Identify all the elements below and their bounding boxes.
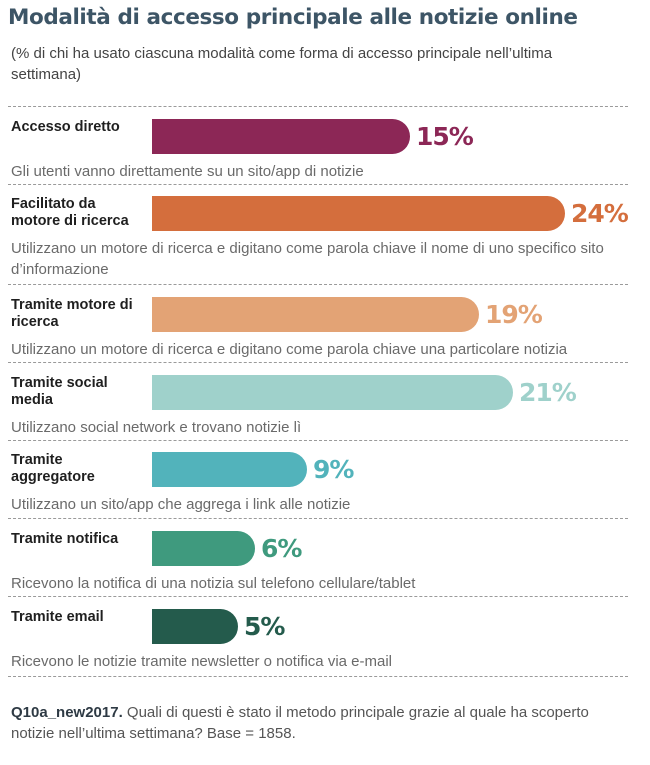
bar bbox=[152, 196, 565, 231]
category-description: Ricevono la notifica di una notizia sul … bbox=[11, 575, 416, 592]
row-divider bbox=[8, 440, 628, 441]
footnote: Q10a_new2017. Quali di questi è stato il… bbox=[11, 702, 611, 744]
category-label: Facilitato da motore di ricerca bbox=[11, 196, 129, 229]
value-label: 9% bbox=[313, 455, 354, 484]
value-label: 15% bbox=[416, 122, 474, 151]
chart-subtitle: (% di chi ha usato ciascuna modalità com… bbox=[11, 45, 553, 83]
bar bbox=[152, 609, 238, 644]
category-description: Gli utenti vanno direttamente su un sito… bbox=[11, 163, 364, 180]
row-divider bbox=[8, 676, 628, 677]
bar bbox=[152, 375, 513, 410]
footnote-code: Q10a_new2017. bbox=[11, 704, 123, 721]
value-label: 24% bbox=[571, 199, 629, 228]
row-divider bbox=[8, 284, 628, 285]
row-divider bbox=[8, 362, 628, 363]
bar bbox=[152, 452, 307, 487]
category-label: Accesso diretto bbox=[11, 119, 120, 135]
category-description: Utilizzano social network e trovano noti… bbox=[11, 419, 302, 436]
bar bbox=[152, 297, 479, 332]
category-label: Tramite notifica bbox=[11, 531, 119, 547]
category-label: Tramite social media bbox=[11, 375, 108, 408]
value-label: 5% bbox=[244, 612, 285, 641]
bar bbox=[152, 531, 255, 566]
row-divider bbox=[8, 184, 628, 185]
row-divider bbox=[8, 106, 628, 107]
category-description: Utilizzano un sito/app che aggrega i lin… bbox=[11, 496, 351, 513]
category-description: Utilizzano un motore di ricerca e digita… bbox=[11, 240, 604, 278]
bar bbox=[152, 119, 410, 154]
footnote-text: Quali di questi è stato il metodo princi… bbox=[11, 704, 589, 742]
category-label: Tramite motore di ricerca bbox=[11, 297, 133, 330]
value-label: 21% bbox=[519, 378, 577, 407]
category-label: Tramite aggregatore bbox=[11, 452, 95, 485]
category-description: Utilizzano un motore di ricerca e digita… bbox=[11, 341, 568, 358]
value-label: 19% bbox=[485, 300, 543, 329]
row-divider bbox=[8, 596, 628, 597]
category-description: Ricevono le notizie tramite newsletter o… bbox=[11, 653, 392, 670]
category-label: Tramite email bbox=[11, 609, 104, 625]
value-label: 6% bbox=[261, 534, 302, 563]
chart-title: Modalità di accesso principale alle noti… bbox=[8, 5, 578, 30]
row-divider bbox=[8, 518, 628, 519]
